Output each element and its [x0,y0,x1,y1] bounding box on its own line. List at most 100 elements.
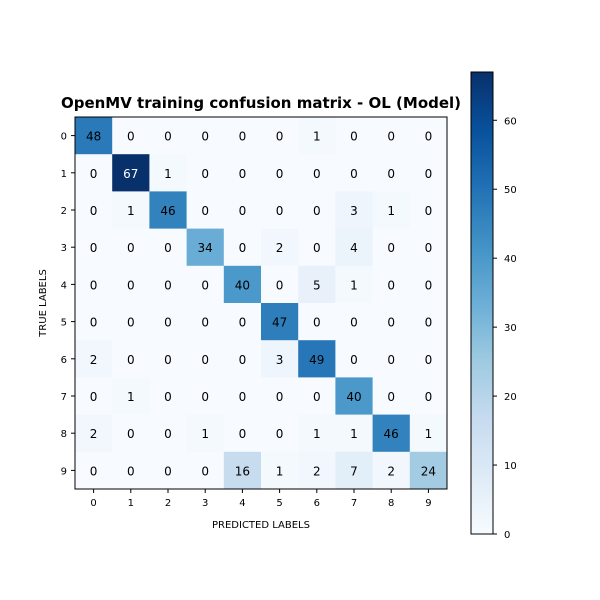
cell-0-9 [409,117,448,155]
cell-5-7 [335,303,374,341]
cell-label-7-1: 1 [127,390,135,404]
cell-7-9 [409,377,448,416]
cell-7-7 [335,377,374,416]
cell-label-4-7: 1 [350,278,358,292]
cell-label-5-5: 47 [272,316,287,330]
cell-8-7 [335,414,374,453]
cell-4-4 [223,265,262,304]
cell-label-0-4: 0 [239,130,247,144]
colorbar-tick-label-6: 60 [504,116,517,127]
cell-label-1-9: 0 [425,167,433,181]
cell-9-3 [186,451,225,490]
colorbar-tick-label-0: 0 [504,530,510,541]
x-tick-label-9: 9 [425,498,431,509]
cell-label-6-9: 0 [425,353,433,367]
cell-0-5 [261,117,299,155]
x-tick-label-1: 1 [128,498,134,509]
y-tick-label-3: 3 [61,243,67,254]
cell-label-3-7: 4 [350,241,358,255]
cell-label-7-8: 0 [387,390,395,404]
cell-2-9 [409,191,448,230]
cell-0-3 [186,117,225,155]
cell-label-8-5: 0 [276,427,284,441]
y-tick-label-1: 1 [61,169,67,180]
cell-label-6-8: 0 [387,353,395,367]
cell-label-7-9: 0 [425,390,433,404]
cell-8-3 [186,414,225,453]
cell-label-9-7: 7 [350,464,358,478]
cell-8-4 [223,414,262,453]
cell-9-8 [372,451,411,490]
cell-label-1-5: 0 [276,167,284,181]
cell-2-4 [223,191,262,230]
colorbar-tick-label-4: 40 [504,254,517,265]
cell-label-2-5: 0 [276,204,284,218]
cell-label-9-4: 16 [235,464,250,478]
cell-3-8 [372,228,411,267]
cell-3-6 [298,228,336,267]
cell-label-8-4: 0 [239,427,247,441]
colorbar [470,71,494,535]
cell-label-2-7: 3 [350,204,358,218]
cell-label-8-0: 2 [90,427,98,441]
cell-1-2 [149,154,188,192]
cell-label-6-1: 0 [127,353,135,367]
x-tick-label-2: 2 [165,498,171,509]
cell-label-6-5: 3 [276,353,284,367]
cell-label-8-8: 46 [384,427,399,441]
y-tick-label-9: 9 [61,466,67,477]
cell-9-9 [409,451,448,490]
cell-8-8 [372,414,411,453]
cell-label-1-4: 0 [239,167,247,181]
cell-4-7 [335,265,374,304]
cell-9-7 [335,451,374,490]
y-axis-label: TRUE LABELS [38,269,49,338]
cell-label-5-2: 0 [164,316,172,330]
colorbar-tick-label-3: 30 [504,323,517,334]
cell-5-4 [223,303,262,341]
cell-5-9 [409,303,448,341]
cell-label-4-4: 40 [235,278,250,292]
cell-label-4-5: 0 [276,278,284,292]
cell-label-7-5: 0 [276,390,284,404]
cell-0-7 [335,117,374,155]
cell-6-9 [409,340,448,378]
cell-label-8-6: 1 [313,427,321,441]
cell-7-8 [372,377,411,416]
cell-label-7-3: 0 [201,390,209,404]
cell-label-7-7: 40 [346,390,361,404]
cell-label-3-5: 2 [276,241,284,255]
cell-label-8-1: 0 [127,427,135,441]
matrix-cells: 48 0 0 0 0 0 1 0 0 00 67 1 0 0 0 0 0 0 00 1 46 0 0 0 0 3 1 00 0 0 34 0 2… [75,117,448,490]
cell-8-0 [75,414,113,453]
plot-frame [74,116,448,490]
cell-label-0-9: 0 [425,130,433,144]
cell-9-5 [261,451,299,490]
cell-label-0-8: 0 [387,130,395,144]
cell-5-1 [112,303,150,341]
cell-label-6-4: 0 [239,353,247,367]
x-tick-label-3: 3 [202,498,208,509]
cell-label-6-6: 49 [309,353,324,367]
cell-6-2 [149,340,188,378]
cell-label-7-4: 0 [239,390,247,404]
cell-label-2-3: 0 [201,204,209,218]
cell-label-8-3: 1 [201,427,209,441]
cell-label-6-7: 0 [350,353,358,367]
cell-2-1 [112,191,150,230]
colorbar-ticks: 0 10 20 30 40 50 60 [493,116,517,541]
cell-0-4 [223,117,262,155]
cell-3-2 [149,228,188,267]
cell-1-4 [223,154,262,192]
cell-8-1 [112,414,150,453]
colorbar-tick-label-2: 20 [504,392,517,403]
cell-5-8 [372,303,411,341]
cell-1-5 [261,154,299,192]
cell-1-1 [112,154,150,192]
cell-4-0 [75,265,113,304]
cell-label-4-6: 5 [313,278,321,292]
y-tick-label-5: 5 [61,318,67,329]
cell-4-3 [186,265,225,304]
cell-1-3 [186,154,225,192]
cell-4-6 [298,265,336,304]
